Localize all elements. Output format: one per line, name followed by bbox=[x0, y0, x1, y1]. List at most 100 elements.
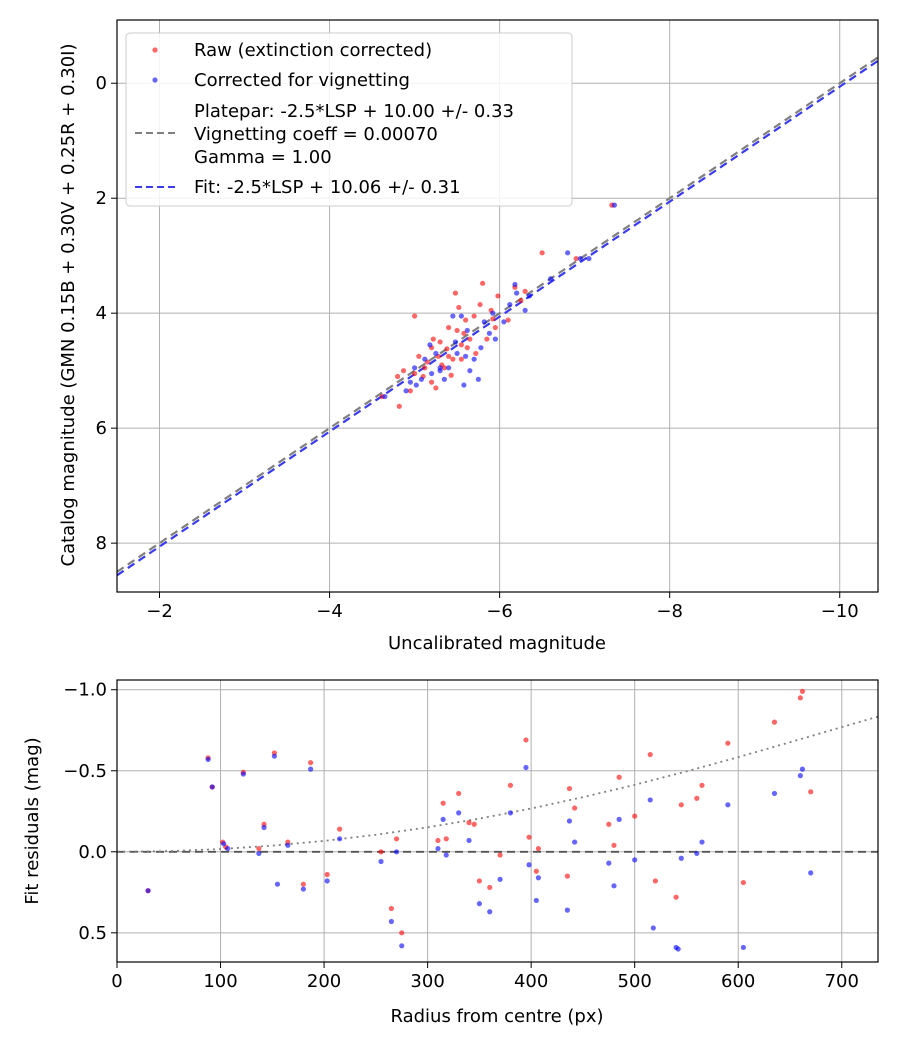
top-point-raw bbox=[464, 345, 470, 351]
bottom-point-raw bbox=[572, 805, 578, 811]
bottom-point-raw bbox=[440, 800, 446, 806]
bottom-point-raw bbox=[564, 873, 570, 879]
bottom-point-corrected bbox=[225, 845, 231, 852]
bottom-point-raw bbox=[308, 760, 314, 766]
top-point-corrected bbox=[429, 370, 435, 377]
top-point-raw bbox=[448, 372, 454, 378]
bottom-point-raw bbox=[300, 881, 306, 887]
bottom-point-raw bbox=[632, 813, 638, 819]
legend-label-gamma: Gamma = 1.00 bbox=[194, 147, 332, 168]
bottom-point-corrected bbox=[300, 886, 306, 892]
top-point-raw bbox=[422, 365, 428, 371]
top-point-raw bbox=[473, 350, 479, 357]
bottom-point-corrected bbox=[378, 858, 384, 865]
top-point-corrected bbox=[411, 365, 418, 371]
bottom-point-raw bbox=[256, 845, 262, 852]
bottom-point-corrected bbox=[388, 918, 394, 925]
top-y-tick-label: 8 bbox=[96, 533, 107, 554]
bottom-point-corrected bbox=[799, 766, 806, 772]
top-fit-lines bbox=[117, 56, 878, 577]
bottom-point-corrected bbox=[240, 771, 246, 777]
top-point-raw bbox=[411, 370, 418, 377]
top-point-raw bbox=[463, 317, 469, 323]
top-x-tick-label: −2 bbox=[146, 601, 173, 622]
top-point-corrected bbox=[461, 382, 467, 388]
top-point-raw bbox=[441, 365, 447, 371]
bottom-point-raw bbox=[678, 802, 684, 808]
top-point-raw bbox=[477, 301, 483, 308]
top-point-corrected bbox=[611, 202, 618, 208]
bottom-point-corrected bbox=[221, 841, 227, 847]
bottom-point-raw bbox=[466, 820, 472, 826]
top-point-raw bbox=[437, 339, 443, 345]
top-point-raw bbox=[446, 324, 452, 331]
top-y-tick-label: 6 bbox=[96, 418, 107, 439]
top-point-corrected bbox=[458, 313, 464, 319]
bottom-point-corrected bbox=[209, 784, 215, 790]
top-point-corrected bbox=[507, 301, 513, 308]
bottom-y-tick-label: −1.0 bbox=[63, 680, 107, 701]
bottom-point-corrected bbox=[497, 876, 503, 882]
bottom-point-raw bbox=[566, 785, 573, 792]
bottom-point-corrected bbox=[466, 837, 472, 844]
bottom-point-raw bbox=[797, 695, 803, 701]
bottom-point-raw bbox=[611, 842, 617, 848]
bottom-point-corrected bbox=[808, 870, 814, 876]
bottom-point-corrected bbox=[205, 756, 211, 763]
top-point-corrected bbox=[418, 376, 424, 382]
top-point-corrected bbox=[514, 290, 520, 296]
bottom-point-corrected bbox=[678, 855, 684, 861]
bottom-point-corrected bbox=[797, 773, 803, 779]
bottom-point-corrected bbox=[435, 845, 441, 852]
legend-label-platepar: Platepar: -2.5*LSP + 10.00 +/- 0.33 bbox=[194, 101, 514, 122]
top-x-tick-label: −10 bbox=[821, 601, 859, 622]
top-point-raw bbox=[471, 313, 477, 319]
bottom-point-raw bbox=[808, 789, 814, 795]
bottom-point-corrected bbox=[393, 849, 400, 855]
top-point-corrected bbox=[452, 339, 459, 345]
legend-marker-corrected bbox=[152, 77, 158, 83]
bottom-y-tick-label: −0.5 bbox=[63, 761, 107, 782]
top-point-raw bbox=[444, 346, 450, 352]
bottom-point-corrected bbox=[507, 810, 514, 816]
top-point-corrected bbox=[463, 353, 469, 359]
bottom-point-raw bbox=[497, 852, 503, 858]
top-point-corrected bbox=[492, 336, 498, 342]
bottom-point-corrected bbox=[572, 839, 578, 845]
top-point-raw bbox=[522, 288, 528, 294]
top-point-raw bbox=[394, 373, 401, 380]
top-point-raw bbox=[433, 385, 439, 391]
legend-label-raw: Raw (extinction corrected) bbox=[194, 40, 432, 61]
top-point-corrected bbox=[446, 365, 452, 371]
bottom-point-raw bbox=[533, 868, 539, 874]
top-y-tick-label: 2 bbox=[96, 188, 107, 209]
bottom-point-raw bbox=[487, 884, 493, 891]
bottom-point-raw bbox=[606, 821, 612, 827]
bottom-point-raw bbox=[435, 837, 441, 844]
top-point-raw bbox=[518, 297, 524, 304]
bottom-point-raw bbox=[388, 905, 394, 912]
top-scatter-points bbox=[379, 202, 618, 409]
top-point-raw bbox=[452, 290, 459, 296]
top-point-raw bbox=[480, 280, 486, 286]
top-point-corrected bbox=[565, 250, 571, 256]
top-point-raw bbox=[400, 368, 407, 374]
bottom-point-raw bbox=[471, 821, 477, 827]
bottom-point-corrected bbox=[566, 818, 573, 824]
top-point-raw bbox=[505, 317, 511, 323]
bottom-point-raw bbox=[725, 740, 731, 746]
top-point-raw bbox=[416, 353, 422, 359]
bottom-x-tick-label: 300 bbox=[410, 971, 444, 992]
top-point-corrected bbox=[486, 330, 493, 336]
top-point-corrected bbox=[464, 327, 470, 334]
top-point-corrected bbox=[454, 350, 460, 357]
bottom-point-raw bbox=[647, 751, 653, 758]
legend-label-vignetting: Vignetting coeff = 0.00070 bbox=[194, 124, 438, 145]
residuals-chart: 0 100 200 300 400 500 600 700 0.5 0.0 −0.5 −1.0 Ra… bbox=[22, 679, 879, 1027]
top-point-corrected bbox=[467, 368, 473, 374]
top-x-ticks: −2 −4 −6 −8 −10 bbox=[146, 592, 859, 622]
bottom-x-tick-label: 100 bbox=[203, 971, 237, 992]
bottom-x-tick-label: 400 bbox=[514, 971, 548, 992]
top-point-raw bbox=[429, 379, 435, 385]
top-point-raw bbox=[539, 250, 545, 256]
